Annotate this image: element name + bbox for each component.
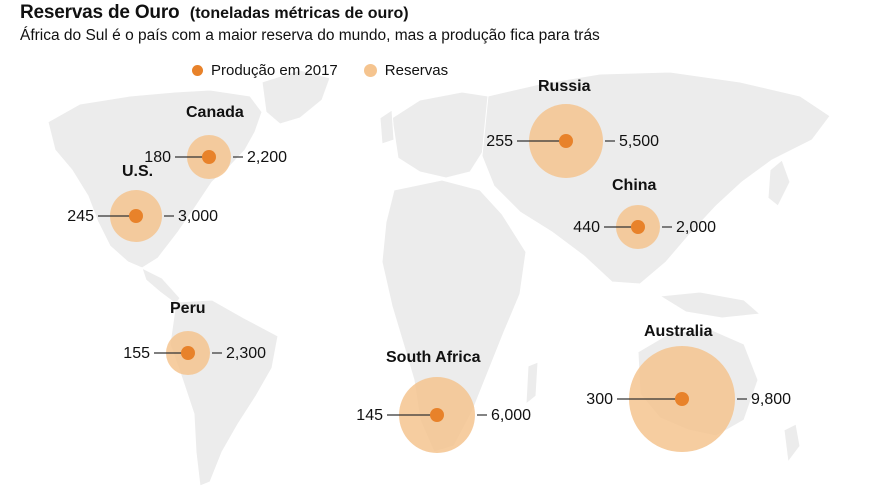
production-dot-australia xyxy=(675,392,689,406)
title-block: Reservas de Ouro (toneladas métricas de … xyxy=(20,2,409,24)
unit-label: (toneladas métricas de ouro) xyxy=(189,5,409,22)
production-dot-russia xyxy=(559,134,573,148)
production-dot-peru xyxy=(181,346,195,360)
legend-swatch-reserves xyxy=(363,64,377,77)
south-america-shape xyxy=(169,299,279,487)
production-value-canada: 180 xyxy=(144,149,171,166)
reserves-value-canada: 2,200 xyxy=(247,149,287,166)
production-dot-south-africa xyxy=(430,408,444,422)
country-china: China 440 2,000 xyxy=(573,177,716,249)
production-dot-china xyxy=(631,220,645,234)
legend-item-production: Produção em 2017 xyxy=(192,62,338,79)
chart-title: Reservas de Ouro xyxy=(20,2,180,23)
se-asia-islands-shape xyxy=(658,291,762,319)
legend: Produção em 2017 Reservas xyxy=(192,62,474,79)
production-value-australia: 300 xyxy=(586,391,613,408)
legend-label-reserves: Reservas xyxy=(384,62,449,79)
country-label-south-africa: South Africa xyxy=(386,349,481,366)
reserves-value-russia: 5,500 xyxy=(619,133,659,150)
reserves-value-u-s: 3,000 xyxy=(178,208,218,225)
production-value-u-s: 245 xyxy=(67,208,94,225)
country-south-africa: South Africa 145 6,000 xyxy=(356,349,531,453)
country-australia: Australia 300 9,800 xyxy=(586,323,791,452)
production-value-peru: 155 xyxy=(123,345,150,362)
europe-shape xyxy=(391,91,495,179)
reserves-value-peru: 2,300 xyxy=(226,345,266,362)
legend-swatch-production xyxy=(192,65,203,76)
country-peru: Peru 155 2,300 xyxy=(123,300,266,375)
country-label-australia: Australia xyxy=(644,323,713,340)
new-zealand-shape xyxy=(783,423,801,464)
production-value-south-africa: 145 xyxy=(356,407,383,424)
reserves-value-south-africa: 6,000 xyxy=(491,407,531,424)
legend-item-reserves: Reservas xyxy=(363,62,449,79)
reserves-value-australia: 9,800 xyxy=(751,391,791,408)
central-america-shape xyxy=(141,267,181,305)
country-label-peru: Peru xyxy=(170,300,206,317)
production-value-china: 440 xyxy=(573,219,600,236)
chart-subtitle: África do Sul é o país com a maior reser… xyxy=(20,27,600,44)
country-russia: Russia 255 5,500 xyxy=(486,78,659,178)
uk-shape xyxy=(379,109,395,145)
country-label-u-s: U.S. xyxy=(122,163,153,180)
greenland-shape xyxy=(261,69,331,125)
madagascar-shape xyxy=(525,361,539,406)
bubble-layer: Canada 180 2,200 U.S. 245 3,000 Peru 155 2,300 Ru… xyxy=(67,78,791,453)
north-america-shape xyxy=(47,89,263,269)
production-value-russia: 255 xyxy=(486,133,513,150)
legend-label-production: Produção em 2017 xyxy=(211,62,338,79)
country-label-china: China xyxy=(612,177,657,194)
country-label-canada: Canada xyxy=(186,104,244,121)
country-label-russia: Russia xyxy=(538,78,591,95)
production-dot-u-s xyxy=(129,209,143,223)
reserves-value-china: 2,000 xyxy=(676,219,716,236)
country-canada: Canada 180 2,200 xyxy=(144,104,287,179)
country-u-s: U.S. 245 3,000 xyxy=(67,163,218,242)
production-dot-canada xyxy=(202,150,216,164)
japan-shape xyxy=(767,159,791,207)
